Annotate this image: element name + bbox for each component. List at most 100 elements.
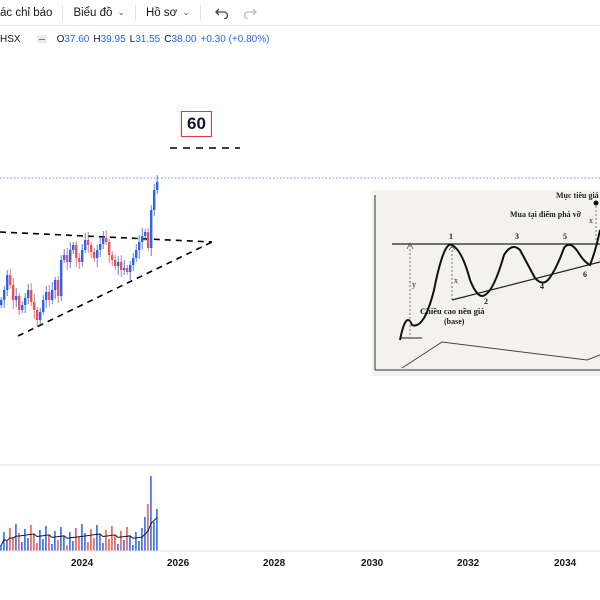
candle-body	[21, 305, 24, 310]
candle-body	[141, 236, 144, 242]
volume-bar	[48, 535, 50, 551]
volume-ma-line	[0, 517, 158, 546]
candle-body	[96, 250, 99, 258]
collapse-legend-button[interactable]	[36, 35, 47, 43]
candle-body	[15, 296, 18, 300]
x-tick-label: 2028	[263, 558, 286, 569]
candle-body	[36, 310, 39, 320]
volume-bar	[75, 528, 77, 551]
undo-button[interactable]	[211, 2, 233, 24]
volume-bar	[42, 539, 44, 551]
candle-body	[3, 290, 6, 300]
volume-bar	[153, 522, 155, 551]
redo-button[interactable]	[239, 2, 261, 24]
point-label: 6	[583, 270, 587, 279]
volume-group	[0, 476, 158, 551]
candle-body	[144, 232, 147, 236]
candle-body	[78, 258, 81, 262]
x-projection-label: x	[589, 216, 593, 225]
candle-body	[0, 300, 3, 305]
volume-bar	[114, 535, 116, 551]
x-tick-label: 2030	[361, 558, 384, 569]
volume-bar	[102, 543, 104, 551]
y-height-label: y	[412, 280, 416, 289]
volume-bar	[57, 540, 59, 551]
x-tick-label: 2032	[457, 558, 480, 569]
candle-body	[126, 268, 129, 272]
high-value: 39.95	[100, 33, 126, 45]
candle-body	[114, 260, 117, 266]
volume-bar	[45, 526, 47, 551]
volume-bar	[33, 534, 35, 551]
volume-bar	[117, 544, 119, 551]
volume-bar	[39, 530, 41, 551]
lower-trendline[interactable]	[17, 241, 213, 337]
candle-body	[66, 255, 69, 262]
candle-body	[156, 182, 159, 190]
point-label: 4	[540, 282, 544, 291]
volume-bar	[6, 541, 8, 551]
toolbar-divider	[62, 4, 64, 21]
volume-bar	[156, 509, 158, 551]
point-label: 5	[563, 232, 567, 241]
volume-bar	[27, 538, 29, 551]
volume-bar	[66, 545, 68, 551]
volume-bar	[21, 542, 23, 551]
volume-bar	[105, 530, 107, 551]
chart-menu-button[interactable]: Biểu đồ ⌄	[67, 0, 131, 26]
target-price-label[interactable]: 60	[181, 111, 212, 137]
volume-bar	[150, 476, 152, 551]
low-value: 31.55	[135, 33, 161, 45]
volume-bar	[135, 532, 137, 551]
volume-bar	[108, 539, 110, 551]
candle-body	[6, 275, 9, 290]
volume-bar	[36, 543, 38, 551]
volume-bar	[129, 536, 131, 551]
pattern-diagram	[374, 195, 600, 371]
candle-body	[87, 240, 90, 245]
chevron-down-icon: ⌄	[117, 7, 125, 17]
volume-bar	[99, 534, 101, 551]
volume-bar	[51, 544, 53, 551]
volume-bar	[9, 528, 11, 551]
indicators-button[interactable]: ác chỉ báo	[0, 0, 58, 26]
profile-menu-button[interactable]: Hồ sơ ⌄	[140, 0, 196, 26]
candle-body	[72, 245, 75, 250]
toolbar-divider	[135, 4, 136, 21]
candle-body	[120, 262, 123, 270]
candle-body	[138, 242, 141, 250]
candle-body	[102, 238, 105, 244]
redo-icon	[243, 8, 257, 19]
indicators-label: ác chỉ báo	[0, 6, 53, 19]
profile-menu-label: Hồ sơ	[146, 6, 178, 19]
close-key: C	[164, 33, 172, 45]
candle-body	[51, 290, 54, 300]
point-label: 1	[449, 232, 453, 241]
pattern-illustration: Mục tiêu giá Mua tại điểm phá vỡ Chiều c…	[372, 190, 600, 376]
candle-body	[129, 265, 132, 272]
x-height-label: x	[454, 276, 458, 285]
candle-body	[54, 280, 57, 290]
point-label: 3	[515, 232, 519, 241]
symbol-label[interactable]: HSX	[0, 33, 21, 45]
candle-body	[132, 258, 135, 265]
volume-bar	[84, 533, 86, 551]
candle-body	[24, 298, 27, 305]
candle-body	[27, 290, 30, 298]
volume-bar	[69, 532, 71, 551]
toolbar-divider	[199, 4, 201, 21]
upper-trendline[interactable]	[0, 231, 213, 243]
volume-bar	[12, 537, 14, 551]
target-price-text: Mục tiêu giá	[556, 191, 599, 200]
volume-bar	[111, 526, 113, 551]
volume-bar	[60, 527, 62, 551]
volume-bar	[147, 504, 149, 551]
candle-body	[93, 252, 96, 258]
change-value: +0.30 (+0.80%)	[200, 33, 270, 45]
candle-body	[111, 255, 114, 260]
candle-body	[60, 260, 63, 296]
candle-body	[48, 292, 51, 300]
x-tick-label: 2034	[554, 558, 577, 569]
top-toolbar: ác chỉ báo Biểu đồ ⌄ Hồ sơ ⌄	[0, 0, 600, 26]
